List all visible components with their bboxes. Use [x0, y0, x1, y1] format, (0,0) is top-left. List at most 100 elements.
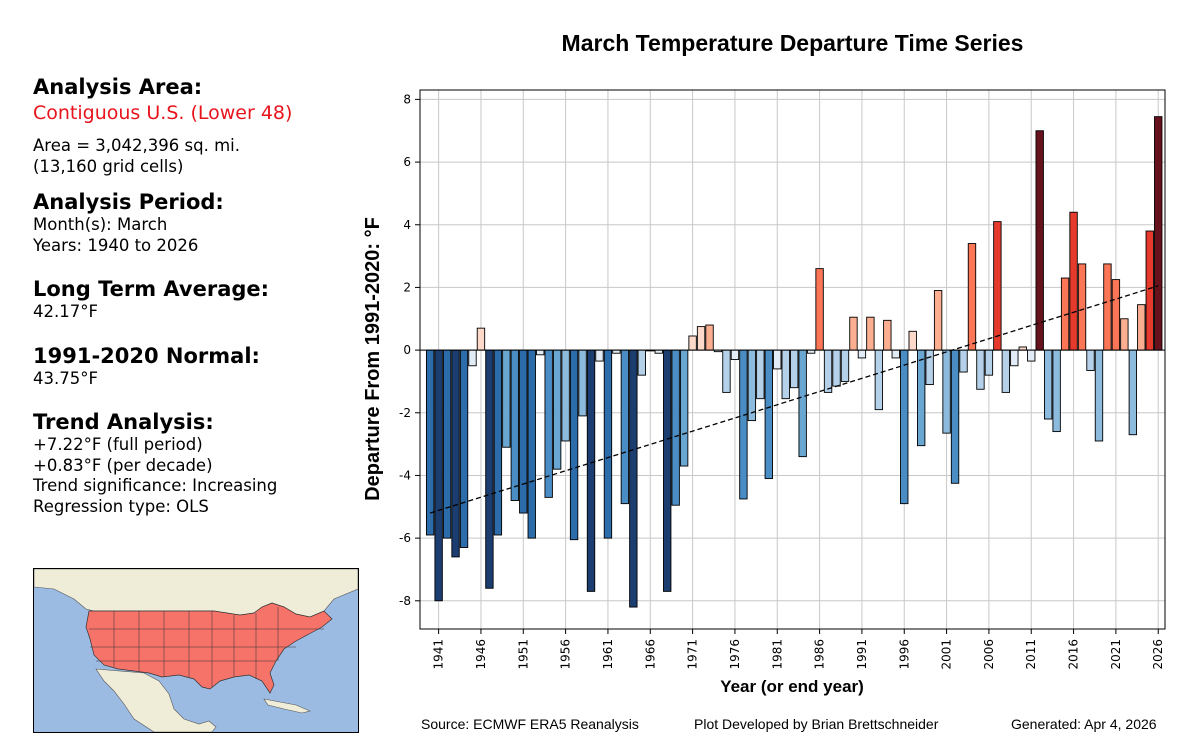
bar-1942	[442, 349, 452, 539]
bar-1980	[764, 349, 773, 480]
trend-analysis-section: Trend Analysis: +7.22°F (full period) +0…	[33, 409, 373, 517]
analysis-area-size: Area = 3,042,396 sq. mi.	[33, 136, 240, 155]
bar-1979	[756, 349, 765, 400]
bars-layer	[425, 116, 1163, 608]
plot-frame	[419, 89, 1166, 630]
bar-2024	[1137, 304, 1146, 351]
bar-1959	[586, 349, 596, 592]
analysis-area-region: Contiguous U.S. (Lower 48)	[33, 102, 293, 124]
x-tick-label: 1991	[855, 639, 869, 670]
x-tick-label: 1941	[432, 639, 446, 670]
bar-1984	[798, 349, 807, 458]
bar-1943	[451, 349, 460, 558]
x-tick-label: 1966	[643, 639, 657, 670]
bar-1949	[502, 349, 511, 448]
bar-1989	[840, 349, 850, 382]
trend-line	[429, 285, 1159, 514]
bar-1947	[485, 349, 494, 589]
bar-1978	[747, 349, 757, 422]
bar-2002	[950, 349, 960, 484]
bar-2020	[1103, 263, 1112, 351]
map-mexico	[95, 668, 217, 732]
x-axis-ticks: 1941 1946 1951 1956 1961 1966 1971 1976 1981 1986…	[432, 629, 1165, 670]
x-tick-label: 1946	[474, 639, 488, 670]
bar-1991	[857, 349, 867, 359]
bar-2026	[1154, 116, 1163, 351]
trend-significance: Trend significance: Increasing	[33, 476, 278, 495]
x-axis-label: Year (or end year)	[720, 677, 864, 696]
bar-1958	[578, 349, 587, 417]
long-term-average-heading: Long Term Average:	[33, 277, 270, 301]
bar-2012	[1035, 130, 1044, 351]
bar-1944	[459, 349, 469, 548]
bar-1975	[722, 349, 731, 393]
bar-1977	[739, 349, 748, 500]
region-map-graphic	[34, 569, 358, 732]
map-cuba	[263, 698, 311, 714]
bar-1940	[425, 349, 435, 536]
bar-1972	[696, 326, 706, 351]
bar-1990	[849, 316, 858, 351]
bar-2016	[1069, 211, 1078, 351]
y-tick-label: -2	[399, 406, 411, 420]
y-tick-label: -6	[399, 531, 411, 545]
bar-2003	[959, 349, 968, 373]
long-term-average-value: 42.17°F	[33, 302, 98, 321]
analysis-period-section: Analysis Period: Month(s): March Years: …	[33, 189, 373, 256]
bar-2017	[1077, 263, 1087, 351]
generated-date: Generated: Apr 4, 2026	[1011, 716, 1157, 732]
analysis-period-years: Years: 1940 to 2026	[33, 235, 199, 255]
bar-1973	[705, 324, 714, 351]
x-tick-label: 1961	[601, 639, 615, 670]
bar-1965	[637, 349, 646, 376]
bar-1945	[468, 349, 477, 367]
y-tick-label: 4	[403, 218, 411, 232]
bar-1999	[925, 349, 934, 386]
x-tick-label: 1976	[728, 639, 742, 670]
bar-1995	[891, 349, 900, 359]
info-panel: Analysis Area: Contiguous U.S. (Lower 48…	[33, 74, 373, 529]
chart-title: March Temperature Departure Time Series	[561, 30, 1024, 56]
bar-1998	[917, 349, 926, 447]
bar-1988	[832, 349, 841, 387]
bar-2018	[1086, 349, 1095, 371]
bar-2001	[942, 349, 951, 434]
x-tick-label: 1986	[813, 639, 827, 670]
x-tick-label: 2016	[1067, 639, 1081, 670]
bar-1961	[603, 349, 613, 539]
bar-1946	[476, 327, 486, 351]
bar-2005	[976, 349, 985, 390]
bar-1981	[773, 349, 782, 370]
bar-1983	[790, 349, 799, 389]
y-tick-label: 0	[403, 343, 411, 357]
bar-1956	[561, 349, 570, 442]
bar-1968	[663, 349, 672, 592]
bar-2021	[1111, 279, 1121, 351]
y-axis-label: Departure From 1991-2020: °F	[362, 217, 384, 501]
bar-1969	[671, 349, 680, 506]
analysis-area-heading: Analysis Area:	[33, 75, 203, 99]
bar-2023	[1128, 349, 1138, 436]
bar-1952	[527, 349, 536, 539]
bar-1948	[493, 349, 503, 536]
bar-1957	[569, 349, 579, 541]
bar-2006	[984, 349, 994, 376]
bar-2011	[1027, 349, 1036, 362]
developer-credit: Plot Developed by Brian Brettschneider	[694, 716, 939, 732]
trend-full-period: +7.22°F (full period)	[33, 435, 203, 454]
bar-1982	[781, 349, 790, 400]
x-tick-label: 1996	[897, 639, 911, 670]
x-tick-label: 2011	[1024, 639, 1038, 670]
bar-1964	[629, 349, 638, 608]
bar-1986	[815, 268, 824, 351]
analysis-area-section: Analysis Area: Contiguous U.S. (Lower 48…	[33, 74, 373, 177]
x-tick-label: 2001	[940, 639, 954, 670]
bar-2009	[1010, 349, 1019, 367]
y-tick-label: -8	[399, 594, 411, 608]
bar-1960	[595, 349, 604, 362]
trend-per-decade: +0.83°F (per decade)	[33, 455, 213, 475]
map-contiguous-us	[85, 602, 333, 694]
y-tick-label: 2	[403, 280, 411, 294]
bar-1971	[688, 335, 697, 351]
